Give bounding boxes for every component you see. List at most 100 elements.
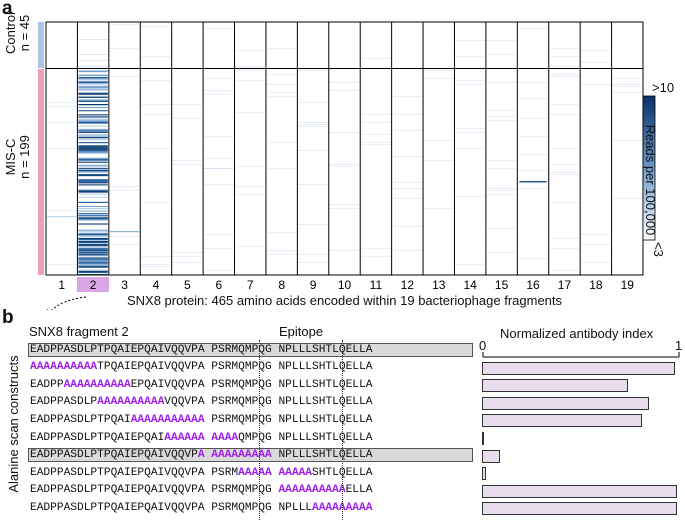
heat-cell <box>78 81 108 83</box>
index-axis-min: 0 <box>479 338 487 353</box>
heat-cell <box>141 266 171 267</box>
heat-cell <box>78 266 108 268</box>
alanine-segment: AAAAAAAAAA <box>63 378 131 391</box>
heat-cell <box>78 223 108 225</box>
heat-cell <box>612 86 642 87</box>
heat-cell <box>78 180 108 182</box>
heat-cell <box>78 165 108 167</box>
heat-cell <box>78 96 108 98</box>
heat-cell <box>266 250 297 251</box>
fragment-label-5: 5 <box>184 278 191 292</box>
heat-cell <box>141 56 171 57</box>
panel-a-letter: a <box>2 0 13 19</box>
heat-cell <box>581 262 611 263</box>
heatmap-figure: 1 2 3 4 5 6 7 8 9 10 11 12 13 14 15 16 17 18 19 <box>38 21 656 310</box>
heat-cell <box>298 184 328 185</box>
heat-cell <box>235 66 265 67</box>
heat-cell <box>78 213 108 215</box>
heat-cell <box>549 164 580 165</box>
heat-cell <box>392 188 423 189</box>
epitope-label: Epitope <box>279 324 324 339</box>
alanine-segment: AAAAA <box>278 466 313 479</box>
heat-cell <box>298 124 328 125</box>
heat-cell <box>78 99 108 101</box>
heat-cell <box>78 239 108 242</box>
heat-cell <box>361 256 391 257</box>
heat-cell <box>78 120 108 122</box>
heat-cell <box>612 198 642 199</box>
native-segment: NPLLLSHTLQELLA <box>278 378 373 391</box>
heat-cell <box>78 244 108 246</box>
heat-cell-fragment-1 <box>47 216 77 218</box>
native-segment: PSRM <box>211 466 239 479</box>
colorbar-max-label: >10 <box>652 80 675 95</box>
heat-cell <box>581 244 611 245</box>
heat-cell <box>549 48 580 49</box>
heat-cell <box>78 66 108 67</box>
heat-cell <box>235 80 265 81</box>
heat-cell <box>298 224 328 225</box>
heat-cell <box>78 148 108 150</box>
heat-cell <box>486 194 517 195</box>
native-segment: EADPPASDLPTPQAI <box>30 413 131 426</box>
heat-cell <box>549 66 580 67</box>
heat-cell <box>78 121 108 123</box>
heat-cell <box>78 79 108 81</box>
heat-cell <box>266 96 297 97</box>
heat-cell <box>78 86 108 88</box>
heat-cell <box>298 126 328 127</box>
heat-cell <box>392 226 423 227</box>
heat-cell <box>78 169 108 172</box>
heat-cell <box>47 102 77 103</box>
heat-cell <box>235 246 265 247</box>
heat-cell <box>518 258 548 259</box>
heat-cell <box>109 244 140 245</box>
heat-cell <box>78 146 108 148</box>
heat-cell <box>455 264 485 265</box>
heat-cell <box>612 84 642 85</box>
heat-cell <box>266 48 297 49</box>
heat-cell <box>424 208 454 209</box>
highlighted-row-box <box>28 448 473 463</box>
native-segment: EADPPASDLPTPQAIEPQAI <box>30 431 165 444</box>
heat-cell <box>78 211 108 213</box>
heat-cell <box>78 158 108 160</box>
heat-cell <box>486 82 517 83</box>
antibody-index-bar <box>482 379 628 393</box>
heat-cell <box>141 104 171 105</box>
heat-cell-fragment-3 <box>109 231 140 233</box>
heat-cell <box>78 119 108 121</box>
heat-cell <box>141 80 171 81</box>
heat-cell <box>78 210 108 212</box>
native-segment: PSRMQMPQG <box>211 501 272 514</box>
heat-cell <box>78 219 108 221</box>
heat-cell <box>518 188 548 189</box>
heat-cell <box>78 182 108 184</box>
heat-cell <box>78 100 108 102</box>
heat-cell <box>549 104 580 105</box>
fragment-label-17: 17 <box>558 278 572 292</box>
heat-cell <box>518 118 548 119</box>
heat-cell <box>78 270 108 272</box>
heat-cell <box>78 103 108 106</box>
heat-cell <box>78 249 108 251</box>
heat-cell <box>78 128 108 130</box>
heat-cell <box>78 250 108 252</box>
heat-cell <box>78 125 108 127</box>
heat-cell <box>78 142 108 144</box>
heat-cell <box>298 70 328 71</box>
heat-cell <box>486 190 517 191</box>
fragment-label-2: 2 <box>90 278 97 292</box>
heat-cell <box>78 238 108 241</box>
heat-cell <box>266 92 297 93</box>
alanine-segment: A <box>197 449 205 462</box>
heat-cell <box>486 110 517 111</box>
antibody-index-bar <box>482 414 642 428</box>
heat-cell <box>78 184 108 186</box>
heat-cell <box>78 116 108 118</box>
heat-cell <box>78 261 108 263</box>
heat-cell <box>329 166 360 167</box>
heat-cell <box>78 152 108 154</box>
heat-cell <box>392 114 423 115</box>
